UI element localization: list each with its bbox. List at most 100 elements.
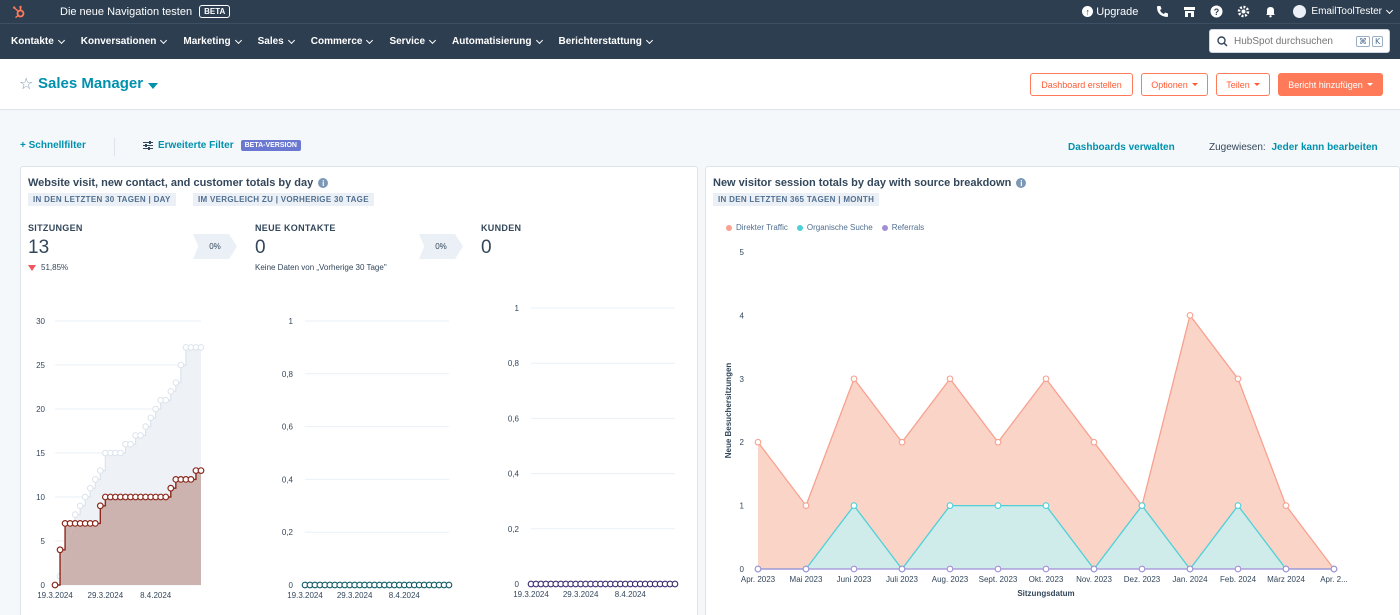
- y-tick-label: 0,4: [508, 470, 520, 479]
- legend-item-referrals[interactable]: Referrals: [881, 223, 924, 232]
- series-point: [1282, 565, 1290, 573]
- series-point: [898, 438, 906, 446]
- current-period-point: [51, 581, 59, 589]
- y-tick-label: 5: [41, 537, 46, 546]
- quick-filter-button[interactable]: + Schnellfilter: [20, 140, 86, 151]
- y-tick-label: 0: [740, 565, 745, 574]
- kpi-label-new-contacts: NEUE KONTAKTE: [255, 223, 336, 233]
- series-point: [1042, 502, 1050, 509]
- nav-item-automatisierung[interactable]: Automatisierung: [452, 36, 543, 47]
- kpi-value-new-contacts: 0: [255, 237, 266, 258]
- y-tick-label: 0: [289, 581, 294, 590]
- series-point: [1138, 565, 1146, 573]
- y-tick-label: 25: [36, 361, 45, 370]
- current-period-point: [197, 467, 205, 475]
- x-tick-label: Apr. 2023: [741, 575, 776, 584]
- settings-gear-icon[interactable]: [1235, 4, 1251, 20]
- conversion-rate: 0%: [209, 242, 221, 251]
- upgrade-button[interactable]: ↑ Upgrade: [1082, 6, 1138, 18]
- series-point: [1090, 438, 1098, 446]
- x-tick-label: Apr. 2...: [1320, 575, 1348, 584]
- x-tick-label: 19.3.2024: [287, 591, 323, 600]
- assigned-label: Zugewiesen:: [1209, 142, 1266, 153]
- global-search[interactable]: ⌘ K: [1209, 29, 1390, 53]
- previous-period-point: [97, 467, 104, 474]
- search-input[interactable]: [1234, 35, 1354, 47]
- nav-item-kontakte[interactable]: Kontakte: [11, 36, 65, 47]
- hubspot-logo-icon[interactable]: [0, 0, 38, 23]
- y-axis-title: Neue Besuchersitzungen: [724, 363, 733, 459]
- legend-label: Organische Suche: [806, 223, 873, 232]
- dashboard-switcher-caret-icon[interactable]: [148, 83, 158, 89]
- nav-item-konversationen[interactable]: Konversationen: [81, 36, 168, 47]
- account-menu[interactable]: EmailToolTester: [1293, 5, 1394, 18]
- x-axis-title: Sitzungsdatum: [1017, 589, 1074, 598]
- report-title-text: Website visit, new contact, and customer…: [28, 177, 314, 189]
- help-icon[interactable]: ?: [1208, 4, 1224, 20]
- beta-version-badge: BETA-VERSION: [240, 140, 301, 151]
- share-button[interactable]: Teilen: [1216, 73, 1270, 96]
- top-bar: Die neue Navigation testen BETA ↑ Upgrad…: [0, 0, 1400, 23]
- x-tick-label: Aug. 2023: [932, 575, 969, 584]
- create-dashboard-button[interactable]: Dashboard erstellen: [1030, 73, 1133, 96]
- previous-period-point: [177, 361, 185, 369]
- date-range-tag: IN DEN LETZTEN 365 TAGEN | MONTH: [713, 193, 880, 206]
- kpi-value-sessions: 13: [28, 237, 50, 258]
- y-tick-label: 1: [289, 317, 294, 326]
- kpi-label-customers: KUNDEN: [481, 223, 522, 233]
- previous-period-point: [147, 414, 154, 422]
- beta-navigation-text[interactable]: Die neue Navigation testen: [60, 5, 193, 18]
- x-tick-label: 29.3.2024: [337, 591, 373, 600]
- previous-period-point: [162, 396, 170, 404]
- svg-text:?: ?: [1214, 7, 1220, 17]
- nav-item-marketing[interactable]: Marketing: [183, 36, 242, 47]
- y-tick-label: 0,2: [282, 528, 294, 537]
- x-tick-label: Sept. 2023: [979, 575, 1018, 584]
- decrease-arrow-icon: [28, 264, 36, 271]
- legend-dot: [726, 224, 732, 231]
- customers-line-chart: 0 0,2 0,4 0,6 0,8 1 19.3.2024 29.3.2024 8.4.2024: [508, 304, 679, 599]
- y-tick-label: 0,4: [282, 475, 294, 484]
- x-tick-label: 19.3.2024: [513, 590, 549, 599]
- main-navigation: Kontakte Konversationen Marketing Sales …: [0, 23, 1400, 59]
- marketplace-icon[interactable]: [1181, 4, 1197, 20]
- nav-item-sales[interactable]: Sales: [258, 36, 295, 47]
- report-title[interactable]: Website visit, new contact, and customer…: [28, 177, 329, 189]
- dashboard-title[interactable]: Sales Manager: [38, 75, 144, 92]
- plus-icon: +: [20, 140, 29, 151]
- previous-period-point: [142, 423, 149, 430]
- report-title[interactable]: New visitor session totals by day with s…: [713, 177, 1027, 189]
- notifications-bell-icon[interactable]: [1262, 4, 1278, 20]
- advanced-filter-label: Erweiterte Filter: [158, 140, 234, 151]
- series-point: [754, 565, 762, 573]
- advanced-filter-button[interactable]: Erweiterte Filter BETA-VERSION: [143, 140, 301, 151]
- assigned-permissions-link[interactable]: Jeder kann bearbeiten: [1271, 142, 1378, 153]
- options-button[interactable]: Optionen: [1141, 73, 1208, 96]
- conversion-rate-chevron: 0%: [419, 234, 463, 259]
- series-point: [754, 438, 762, 446]
- chevron-down-icon: [645, 36, 653, 44]
- calling-icon[interactable]: [1154, 4, 1170, 20]
- legend-item-direct-traffic[interactable]: Direkter Traffic: [726, 223, 788, 232]
- current-period-point: [96, 502, 104, 510]
- filter-sliders-icon: [143, 141, 153, 150]
- nav-item-service[interactable]: Service: [389, 36, 437, 47]
- series-point: [946, 375, 954, 383]
- add-report-button[interactable]: Bericht hinzufügen: [1278, 73, 1383, 96]
- legend-item-organic-search[interactable]: Organische Suche: [796, 223, 873, 232]
- chevron-down-icon: [287, 36, 295, 44]
- manage-dashboards-link[interactable]: Dashboards verwalten: [1068, 142, 1175, 153]
- nav-item-berichterstattung[interactable]: Berichterstattung: [559, 36, 653, 47]
- shortcut-key: K: [1372, 35, 1384, 47]
- series-point: [1042, 375, 1050, 383]
- previous-period-point: [76, 502, 84, 510]
- info-icon[interactable]: i: [318, 178, 329, 188]
- nav-item-commerce[interactable]: Commerce: [311, 36, 374, 47]
- series-point: [802, 502, 810, 509]
- report-card-website-visits: Website visit, new contact, and customer…: [20, 166, 698, 615]
- upgrade-label: Upgrade: [1096, 5, 1139, 18]
- favorite-star-icon[interactable]: ☆: [19, 74, 34, 93]
- conversion-rate: 0%: [435, 242, 447, 251]
- info-icon[interactable]: i: [1016, 178, 1027, 188]
- x-tick-label: 29.3.2024: [563, 590, 599, 599]
